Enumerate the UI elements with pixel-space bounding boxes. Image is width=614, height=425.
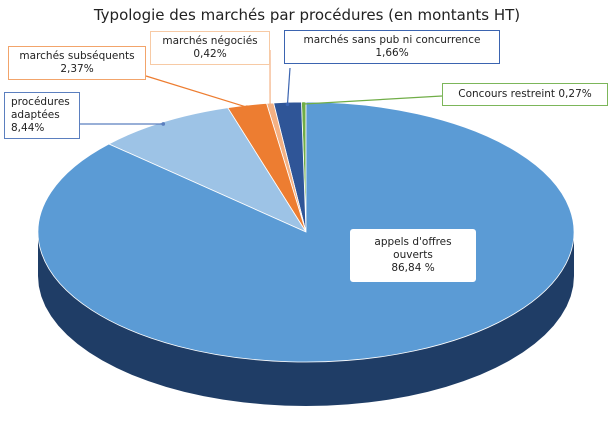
- callout-concours-restreint: Concours restreint 0,27%: [442, 83, 608, 106]
- callout-label: appels d'offres ouverts: [374, 236, 452, 261]
- leader-arrowhead: [161, 122, 166, 126]
- callout-value: 86,84 %: [391, 262, 435, 274]
- callout-value: 0,42%: [193, 48, 227, 60]
- pie-top-face: [37, 101, 575, 363]
- callout-value: 8,44%: [11, 122, 45, 134]
- leader-arrowhead: [301, 102, 306, 106]
- callout-appels-offres: appels d'offres ouverts 86,84 %: [350, 229, 476, 282]
- pie-side-walls: [38, 232, 574, 406]
- callout-label: Concours restreint: [458, 88, 556, 100]
- callout-leader-lines: [79, 49, 443, 126]
- chart-title: Typologie des marchés par procédures (en…: [93, 6, 521, 24]
- callout-marches-negocies: marchés négociés 0,42%: [150, 31, 270, 65]
- pie-slice-proc-dures-adapt-es: [107, 107, 308, 233]
- callout-value: 2,37%: [60, 63, 94, 75]
- leader-line-march-s-sans-pub-ni-concurrence: [286, 67, 291, 105]
- callout-label: marchés sans pub ni concurrence: [303, 34, 481, 46]
- leader-line-concours-restreint: [303, 95, 443, 105]
- leader-arrowhead: [285, 102, 290, 107]
- callout-marches-sans-pub: marchés sans pub ni concurrence 1,66%: [284, 30, 500, 64]
- callout-label: procédures adaptées: [11, 96, 70, 121]
- callout-label: marchés négociés: [162, 35, 258, 47]
- callout-procedures-adaptees: procédures adaptées 8,44%: [4, 92, 80, 139]
- callout-marches-subsequents: marchés subséquents 2,37%: [8, 46, 146, 80]
- callout-value: 1,66%: [375, 47, 409, 59]
- pie-side-appels-d-offres-ouverts: [38, 232, 574, 406]
- callout-value: 0,27%: [558, 88, 592, 100]
- leader-line-march-s-subs-quents: [145, 75, 248, 108]
- pie-slice-appels-d-offres-ouverts: [37, 101, 575, 363]
- leader-arrowhead: [268, 103, 272, 107]
- leader-arrowhead: [245, 105, 249, 109]
- callout-label: marchés subséquents: [19, 50, 135, 62]
